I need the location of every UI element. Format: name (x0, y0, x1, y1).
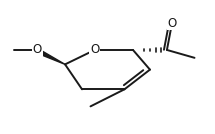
Polygon shape (33, 48, 65, 64)
Text: O: O (168, 16, 177, 29)
Text: O: O (90, 43, 99, 56)
Text: O: O (33, 43, 42, 56)
